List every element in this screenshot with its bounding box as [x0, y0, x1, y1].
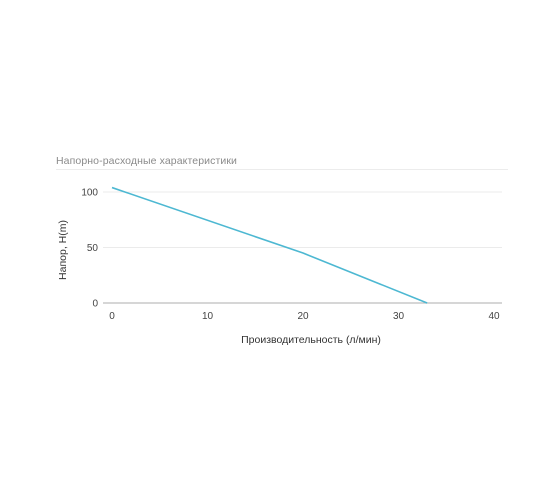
series-line-0 [111, 186, 428, 304]
y-tick-label: 100 [81, 188, 98, 199]
x-axis-label: Производительность (л/мин) [241, 334, 381, 346]
series-group [111, 186, 428, 304]
x-tick-labels: 0 10 20 30 40 [109, 311, 500, 322]
chart-title: Напорно-расходные характеристики [56, 155, 238, 167]
y-tick-label: 50 [87, 243, 99, 254]
x-tick-label: 30 [393, 311, 405, 322]
title-divider [56, 169, 508, 170]
y-tick-labels: 0 50 100 [81, 188, 98, 310]
x-tick-label: 20 [297, 311, 309, 322]
x-tick-label: 10 [202, 311, 214, 322]
x-tick-label: 40 [488, 311, 500, 322]
y-tick-label: 0 [92, 299, 98, 310]
grid-lines [103, 191, 502, 248]
y-axis-label: Напор, H(m) [57, 220, 69, 280]
x-tick-label: 0 [109, 311, 115, 322]
